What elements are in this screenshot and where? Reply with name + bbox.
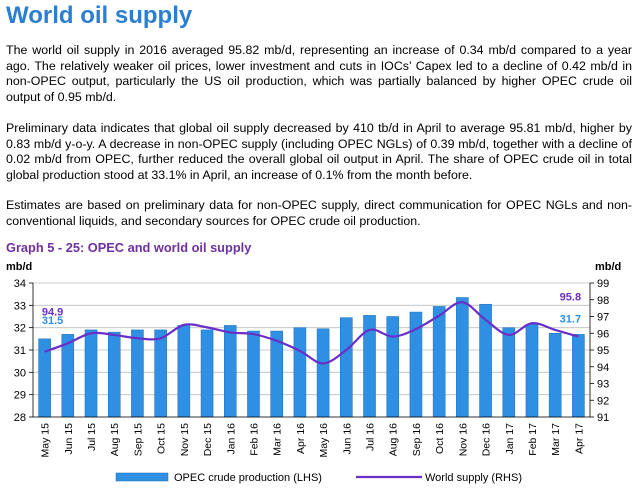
bar-opec	[84, 329, 98, 418]
x-tick-label: Jan 17	[504, 423, 516, 455]
right-tick-label: 99	[597, 278, 609, 290]
right-tick-label: 92	[597, 395, 609, 407]
x-tick-label: Nov 15	[179, 423, 191, 456]
left-tick-label: 30	[14, 367, 26, 379]
x-tick-label: May 16	[318, 423, 330, 458]
right-tick-label: 98	[597, 295, 609, 307]
axes: 28 29 30 31 32 33 34 91 92 93 94 95 96 97 98 99 May 15 Ju…	[14, 278, 610, 457]
paragraph-2: Preliminary data indicates that global o…	[6, 121, 632, 182]
left-tick-label: 32	[14, 323, 26, 335]
chart-legend: OPEC crude production (LHS) World supply…	[115, 472, 522, 484]
x-tick-label: Jun 16	[341, 423, 353, 455]
right-tick-label: 97	[597, 312, 609, 324]
x-tick-label: Jan 16	[225, 423, 237, 455]
bar-opec	[548, 333, 562, 418]
value-label-world-end: 95.8	[560, 292, 581, 304]
bar-opec	[200, 329, 214, 418]
bar-opec	[572, 334, 585, 418]
x-tick-label: Sep 16	[411, 423, 423, 456]
bar-opec	[293, 327, 307, 418]
chart-title: Graph 5 - 25: OPEC and world oil supply	[6, 240, 252, 255]
left-axis-unit: mb/d	[6, 261, 32, 273]
x-tick-label: Apr 16	[295, 423, 307, 454]
bar-opec	[525, 324, 539, 418]
bar-opec	[456, 297, 469, 418]
bar-opec	[270, 330, 283, 418]
oil-supply-chart: mb/d mb/d 28 29 30 31 32 33 34 91 92 93 94 95 96 97 98…	[6, 261, 621, 484]
right-tick-label: 93	[597, 379, 609, 391]
x-tick-label: Feb 16	[248, 423, 260, 456]
opec-bars	[38, 297, 585, 418]
bar-opec	[247, 330, 260, 418]
paragraph-3: Estimates are based on preliminary data …	[6, 198, 632, 228]
bar-opec	[154, 329, 167, 418]
bar-opec	[316, 328, 330, 418]
bar-opec	[386, 316, 400, 418]
bar-opec	[502, 327, 516, 418]
bar-opec	[61, 334, 75, 418]
bar-opec	[107, 331, 121, 418]
left-tick-label: 34	[14, 278, 26, 290]
bar-opec	[131, 329, 144, 418]
x-tick-label: Apr 17	[573, 423, 585, 454]
left-tick-label: 28	[14, 412, 26, 424]
left-tick-label: 29	[14, 390, 26, 402]
line-world-supply	[44, 301, 579, 365]
x-tick-label: Aug 15	[109, 423, 121, 456]
x-tick-label: Jul 16	[365, 423, 377, 451]
x-tick-label: Dec 15	[202, 423, 214, 456]
x-tick-label: Aug 16	[388, 423, 400, 456]
x-tick-label: Nov 16	[457, 423, 469, 456]
value-labels: 94.931.5 95.8 31.7	[42, 292, 581, 327]
value-label-world-start: 94.9	[42, 307, 63, 319]
x-tick-label: Jun 15	[63, 423, 75, 455]
x-tick-label: Mar 17	[550, 423, 562, 456]
value-label-opec-start: 31.5	[42, 315, 63, 327]
bar-opec	[432, 306, 446, 418]
right-tick-label: 94	[597, 362, 609, 374]
x-tick-label: Feb 17	[527, 423, 539, 456]
bar-opec	[223, 325, 237, 418]
x-tick-label: Sep 15	[132, 423, 144, 456]
right-tick-label: 95	[597, 345, 609, 357]
legend-label-world: World supply (RHS)	[425, 472, 522, 484]
legend-label-opec: OPEC crude production (LHS)	[174, 472, 322, 484]
bar-opec	[340, 317, 353, 418]
world-supply-line	[44, 301, 579, 365]
x-tick-label: Oct 15	[156, 423, 168, 454]
bar-opec	[177, 325, 191, 418]
value-label-opec-end: 31.7	[560, 313, 581, 325]
right-tick-label: 96	[597, 328, 609, 340]
gridlines	[33, 282, 590, 418]
left-tick-label: 33	[14, 300, 26, 312]
right-tick-label: 91	[597, 412, 609, 424]
x-tick-label: Oct 16	[434, 423, 446, 454]
right-axis-unit: mb/d	[595, 261, 621, 273]
x-tick-label: Dec 16	[481, 423, 493, 456]
page-title: World oil supply	[6, 2, 193, 29]
left-tick-label: 31	[14, 345, 26, 357]
legend-swatch-opec	[115, 472, 169, 482]
x-tick-label: Jul 15	[86, 423, 98, 451]
x-tick-label: May 15	[40, 423, 52, 458]
paragraph-1: The world oil supply in 2016 averaged 95…	[6, 43, 632, 104]
x-tick-label: Mar 16	[272, 423, 284, 456]
